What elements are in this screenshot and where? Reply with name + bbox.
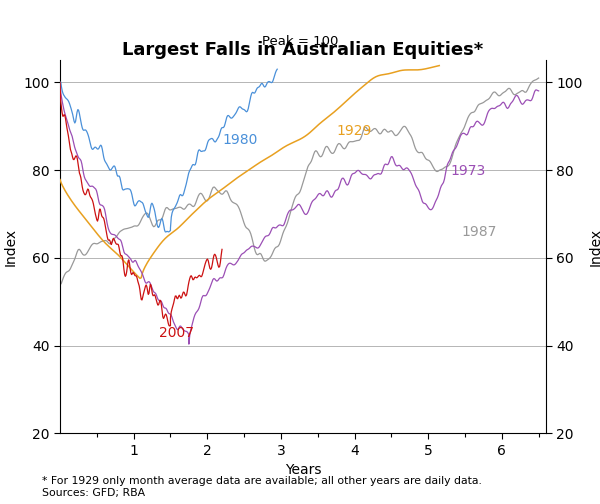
Text: Sources: GFD; RBA: Sources: GFD; RBA bbox=[42, 488, 145, 498]
Text: * For 1929 only month average data are available; all other years are daily data: * For 1929 only month average data are a… bbox=[42, 476, 482, 486]
Text: Peak = 100: Peak = 100 bbox=[262, 35, 338, 48]
Text: 2007: 2007 bbox=[160, 326, 194, 340]
X-axis label: Years: Years bbox=[285, 463, 321, 477]
Title: Largest Falls in Australian Equities*: Largest Falls in Australian Equities* bbox=[122, 41, 484, 59]
Text: 1929: 1929 bbox=[336, 124, 371, 138]
Text: 1987: 1987 bbox=[461, 225, 497, 239]
Text: 1973: 1973 bbox=[450, 164, 485, 177]
Text: 1980: 1980 bbox=[222, 133, 257, 147]
Y-axis label: Index: Index bbox=[589, 228, 600, 266]
Y-axis label: Index: Index bbox=[4, 228, 17, 266]
